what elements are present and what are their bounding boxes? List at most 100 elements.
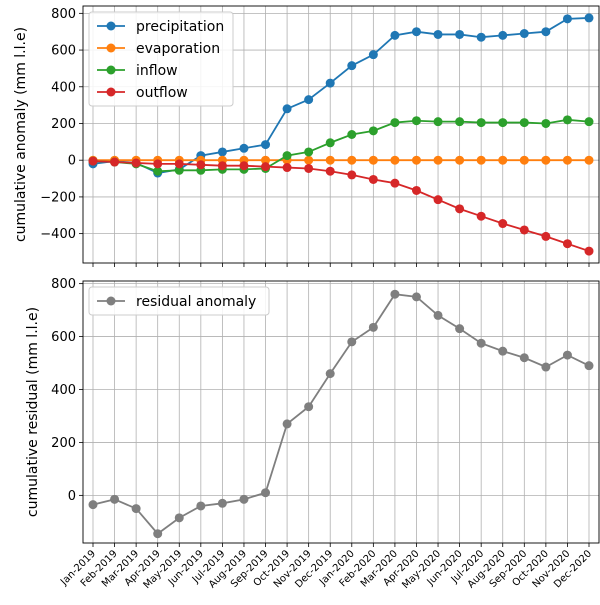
data-point [584, 361, 594, 371]
y-tick-label: 200 [51, 436, 76, 451]
data-point [304, 155, 314, 165]
y-tick-label: 400 [51, 80, 76, 95]
y-tick-label: 0 [68, 154, 76, 169]
legend: precipitation evaporation inflow outflow [88, 11, 234, 107]
data-point [541, 27, 551, 37]
data-point [433, 310, 443, 320]
y-tick-label: 600 [51, 44, 76, 59]
data-point [174, 513, 184, 523]
data-point [455, 324, 465, 334]
data-point [368, 50, 378, 60]
legend-marker [106, 65, 116, 75]
data-point [325, 78, 335, 88]
data-point [584, 246, 594, 256]
data-point [282, 104, 292, 114]
data-point [368, 322, 378, 332]
legend-label: evaporation [136, 41, 220, 57]
data-point [304, 163, 314, 173]
data-point [562, 115, 572, 125]
data-point [455, 29, 465, 39]
data-point [174, 159, 184, 169]
data-point [390, 118, 400, 128]
data-point [261, 140, 271, 150]
data-point [411, 155, 421, 165]
data-point [411, 185, 421, 195]
data-point [541, 231, 551, 241]
data-point [239, 161, 249, 171]
data-point [476, 155, 486, 165]
axes-frame [82, 5, 600, 264]
data-point [498, 346, 508, 356]
data-point [347, 130, 357, 139]
data-point [153, 166, 163, 176]
data-point [476, 32, 486, 42]
legend-item: residual anomaly [97, 294, 256, 310]
data-point [541, 118, 551, 128]
data-point [368, 155, 378, 165]
data-point [282, 163, 292, 173]
data-point [282, 151, 292, 161]
data-point [261, 155, 271, 165]
data-point [411, 116, 421, 126]
legend-label: residual anomaly [136, 294, 256, 310]
data-point [88, 156, 98, 166]
data-point [174, 165, 184, 175]
legend-marker [106, 21, 116, 31]
data-point [110, 157, 120, 167]
data-point [325, 166, 335, 176]
legend-item: outflow [97, 85, 188, 101]
data-point [239, 494, 249, 504]
data-point [390, 178, 400, 188]
data-point [390, 30, 400, 40]
data-point [562, 155, 572, 165]
data-point [584, 117, 594, 127]
data-point [519, 29, 529, 39]
data-point [519, 118, 529, 128]
y-axis-label: cumulative residual (mm l.l.e) [25, 307, 41, 517]
data-point [519, 225, 529, 235]
legend-box [88, 11, 234, 107]
legend-marker [106, 87, 116, 97]
data-point [196, 501, 206, 511]
data-point [368, 174, 378, 184]
data-point [455, 204, 465, 214]
data-point [498, 219, 508, 229]
legend-marker [106, 296, 116, 306]
y-axis: 0 200 400 600 800 [51, 277, 590, 547]
legend-label: precipitation [136, 19, 224, 35]
data-point [110, 494, 120, 504]
y-tick-label: 800 [51, 277, 76, 292]
data-point [498, 155, 508, 165]
data-point [282, 419, 292, 429]
data-point [519, 353, 529, 363]
data-point [304, 95, 314, 105]
y-tick-label: 400 [51, 383, 76, 398]
legend-item: inflow [97, 63, 178, 79]
y-axis-label: cumulative anomaly (mm l.l.e) [13, 27, 29, 242]
data-point [217, 161, 227, 171]
y-tick-label: 0 [68, 489, 76, 504]
data-point [196, 160, 206, 170]
data-point [476, 118, 486, 128]
data-point [153, 159, 163, 169]
axes-frame [82, 280, 600, 544]
legend-label: inflow [136, 63, 178, 79]
y-axis: −400 −200 0 200 400 600 800 [40, 7, 590, 267]
data-point [390, 289, 400, 299]
data-point [217, 498, 227, 508]
legend-box [88, 286, 270, 316]
data-point [347, 61, 357, 71]
legend-item: evaporation [97, 41, 220, 57]
data-point [562, 350, 572, 360]
y-tick-label: −200 [40, 190, 76, 205]
legend-label: outflow [136, 85, 188, 101]
legend-item: precipitation [97, 19, 224, 35]
data-point [455, 117, 465, 127]
data-point [304, 147, 314, 157]
legend-marker [106, 43, 116, 53]
legend: residual anomaly [88, 286, 270, 316]
data-point [411, 292, 421, 302]
series-residual-anomaly [88, 289, 594, 539]
data-point [498, 118, 508, 128]
